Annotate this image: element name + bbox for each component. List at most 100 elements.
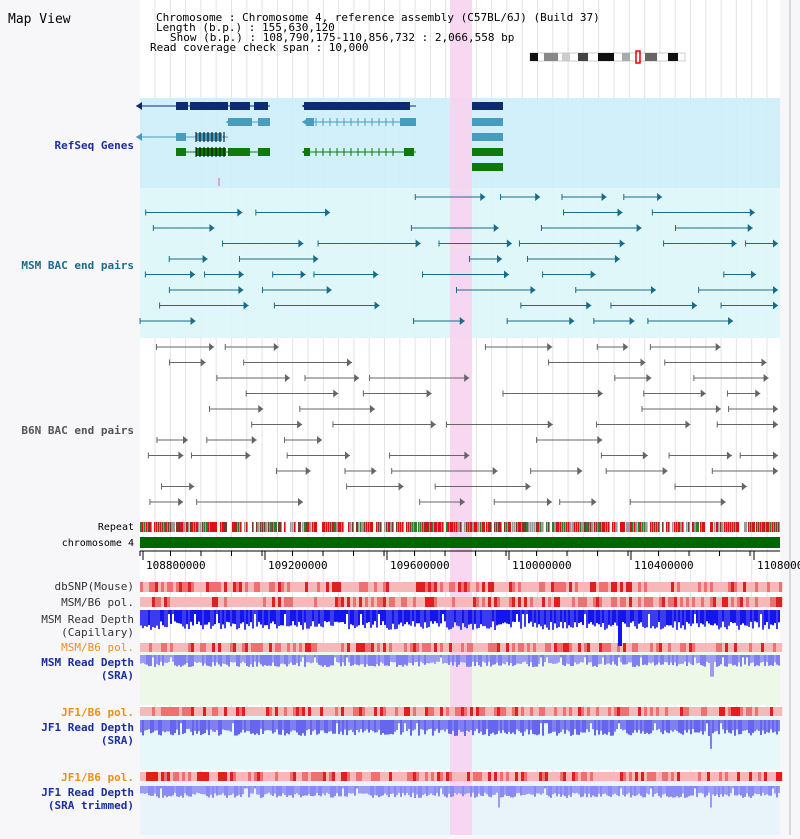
depth-bar	[762, 720, 764, 731]
heat-cell	[302, 707, 306, 716]
depth-bar	[544, 720, 546, 724]
heat-cell	[242, 597, 246, 607]
depth-bar	[420, 610, 422, 627]
heat-cell	[221, 597, 225, 607]
depth-bar	[328, 786, 330, 794]
heat-cell	[512, 597, 516, 607]
heat-cell	[413, 707, 417, 716]
depth-bar	[596, 786, 598, 797]
heat-cell	[425, 597, 429, 607]
depth-bar	[736, 720, 738, 730]
heat-cell	[731, 772, 735, 781]
msm-bac-end-arrow	[750, 270, 756, 279]
heat-cell	[626, 597, 630, 607]
depth-bar	[340, 720, 342, 732]
depth-bar	[320, 720, 322, 731]
depth-bar	[354, 720, 356, 735]
depth-bar	[568, 720, 570, 732]
chromosome-bar[interactable]	[140, 537, 780, 548]
heat-cell	[536, 772, 540, 781]
b6n-bac-pairs-track[interactable]	[147, 343, 778, 506]
heat-cell	[401, 582, 405, 592]
heat-cell	[296, 772, 300, 781]
depth-bar	[508, 610, 510, 625]
b6n-bac-end-arrow	[371, 467, 377, 475]
depth-bar	[728, 786, 730, 797]
refseq-genes-track[interactable]	[136, 102, 503, 186]
depth-bar	[292, 786, 294, 798]
msm-bac-end-arrow	[773, 286, 778, 294]
depth-bar	[462, 786, 464, 797]
depth-bar	[220, 720, 222, 735]
heat-cell	[416, 582, 420, 592]
depth-bar	[478, 720, 480, 734]
heat-cell	[572, 582, 576, 592]
heat-cell	[305, 707, 309, 716]
heat-cell	[383, 707, 387, 716]
depth-bar	[656, 786, 658, 794]
depth-bar	[300, 610, 302, 625]
heat-cell	[752, 772, 756, 781]
depth-bar	[428, 786, 430, 795]
depth-bar	[712, 610, 714, 626]
depth-bar	[658, 786, 660, 797]
repeat-element	[722, 522, 724, 532]
depth-bar	[630, 786, 632, 798]
repeat-track[interactable]	[140, 522, 780, 532]
depth-bar	[306, 610, 308, 629]
b6n-bac-end-arrow	[773, 451, 778, 460]
heat-cell	[230, 597, 234, 607]
heat-cell	[671, 582, 675, 592]
heat-cell	[539, 597, 543, 607]
depth-bar	[352, 786, 354, 794]
msm-bac-pairs-track[interactable]	[139, 193, 778, 325]
heat-cell	[677, 597, 681, 607]
depth-bar	[754, 786, 756, 794]
depth-bar	[278, 655, 280, 667]
repeat-element	[682, 522, 684, 532]
depth-bar	[464, 610, 466, 628]
heat-cell	[209, 707, 213, 716]
repeat-element	[508, 522, 511, 532]
heat-cell	[689, 707, 693, 716]
depth-bar	[244, 786, 246, 789]
chromosome-ideogram[interactable]	[529, 50, 686, 64]
heat-cell	[641, 643, 645, 652]
depth-bar	[228, 720, 230, 731]
depth-bar	[674, 786, 676, 798]
heat-cell	[476, 707, 480, 716]
depth-bar	[354, 610, 356, 629]
heat-cell	[662, 597, 666, 607]
depth-bar	[184, 786, 186, 794]
depth-bar	[324, 786, 326, 796]
b6n-bac-end-arrow	[715, 405, 721, 413]
depth-bar	[748, 655, 750, 666]
depth-bar	[722, 610, 724, 622]
depth-bar	[646, 720, 648, 733]
ideogram-band	[578, 53, 588, 61]
depth-bar	[312, 720, 314, 732]
depth-bar	[380, 720, 382, 735]
read-depth-tracks[interactable]	[140, 610, 780, 808]
heat-cell	[623, 582, 627, 592]
heat-cell	[170, 707, 174, 716]
heat-cell	[449, 597, 453, 607]
polymorphism-heat-tracks[interactable]	[140, 582, 783, 781]
depth-bar	[650, 786, 652, 789]
depth-bar	[584, 786, 586, 794]
heat-cell	[206, 772, 210, 781]
heat-cell	[500, 772, 504, 781]
heat-cell	[140, 582, 144, 592]
heat-cell	[404, 643, 408, 652]
depth-bar	[770, 610, 772, 625]
heat-cell	[161, 597, 165, 607]
heat-cell	[245, 643, 249, 652]
depth-bar	[428, 720, 430, 730]
repeat-element	[692, 522, 695, 532]
heat-cell	[227, 643, 231, 652]
repeat-element	[658, 522, 660, 532]
depth-bar	[180, 720, 182, 724]
heat-cell	[551, 597, 555, 607]
depth-bar	[276, 655, 278, 667]
